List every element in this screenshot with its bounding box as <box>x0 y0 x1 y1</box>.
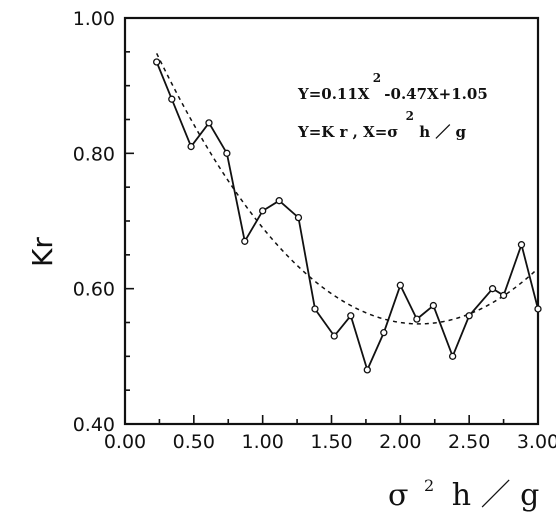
eq2-part-b: h ／ g <box>419 123 466 141</box>
plot-frame <box>123 16 540 426</box>
data-point <box>168 95 176 103</box>
data-point <box>380 328 388 337</box>
svg-text:Y=K r , X=σ 2 h: Y=K r , X=σ 2 h ／ g <box>297 106 467 141</box>
x-label-rest: h ／ g <box>452 478 540 513</box>
data-point <box>429 301 438 310</box>
x-tick-label: 0.00 <box>104 431 146 453</box>
data-point <box>488 285 497 293</box>
data-series <box>153 58 542 374</box>
svg-text:σ 2 h ／ g: σ 2 h ／ g <box>388 464 539 513</box>
x-tick-label: 0.50 <box>173 431 215 453</box>
x-tick-label: 1.00 <box>242 431 284 453</box>
data-point <box>465 312 473 320</box>
fit-curve-line <box>155 53 539 325</box>
data-point <box>534 305 542 313</box>
data-point <box>413 315 421 323</box>
data-point <box>241 237 249 245</box>
data-point <box>205 119 213 127</box>
data-point <box>448 352 457 360</box>
fit-curve <box>155 53 539 325</box>
data-point <box>311 305 319 313</box>
eq1-part-a: Y=0.11X <box>297 85 370 103</box>
data-point <box>294 213 303 222</box>
eq1-part-b: -0.47X+1.05 <box>384 85 488 103</box>
y-tick-label: 0.60 <box>73 279 115 301</box>
equation-annotation-1: Y=0.11X 2 -0.47X+1.05 <box>297 68 488 103</box>
y-axis-label: Kr <box>26 237 59 267</box>
y-tick-label: 0.40 <box>73 414 115 436</box>
data-point <box>223 149 231 157</box>
y-tick-label: 1.00 <box>73 8 115 30</box>
eq2-part-a: Y=K r , X=σ <box>297 123 398 141</box>
data-point <box>517 241 526 249</box>
x-tick-label: 1.50 <box>310 431 352 453</box>
data-point <box>275 197 283 205</box>
equation-annotation-2: Y=K r , X=σ 2 h ／ g <box>297 106 467 141</box>
svg-text:Y=0.11X 2 -0.47X+1: Y=0.11X 2 -0.47X+1.05 <box>297 68 488 103</box>
data-point <box>347 312 355 320</box>
x-tick-label: 2.50 <box>448 431 490 453</box>
eq1-sup: 2 <box>373 71 381 85</box>
x-axis-ticks: 0.00 0.50 1.00 1.50 2.00 2.50 3.00 <box>104 415 556 453</box>
data-point <box>396 281 404 289</box>
data-point <box>330 332 338 340</box>
x-label-sup: 2 <box>424 476 434 495</box>
series-line <box>155 61 539 371</box>
plot-border <box>123 16 540 426</box>
data-point <box>153 58 161 66</box>
x-tick-label: 3.00 <box>517 431 556 453</box>
x-label-base: σ <box>388 478 408 513</box>
y-axis-ticks: 0.40 0.60 0.80 1.00 <box>73 8 134 436</box>
y-tick-label: 0.80 <box>73 143 115 165</box>
x-axis-label: σ 2 h ／ g <box>388 464 539 513</box>
data-point <box>499 291 508 300</box>
data-point <box>187 142 195 151</box>
x-tick-label: 2.00 <box>379 431 421 453</box>
data-point <box>363 366 371 374</box>
data-point <box>259 207 267 215</box>
eq2-sup: 2 <box>406 109 414 123</box>
